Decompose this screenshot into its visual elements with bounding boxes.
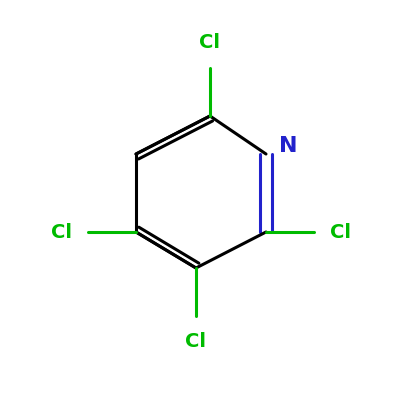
Text: Cl: Cl: [186, 332, 206, 351]
Text: Cl: Cl: [330, 222, 351, 242]
Text: N: N: [279, 136, 297, 156]
Text: Cl: Cl: [200, 33, 220, 52]
Text: Cl: Cl: [51, 222, 72, 242]
